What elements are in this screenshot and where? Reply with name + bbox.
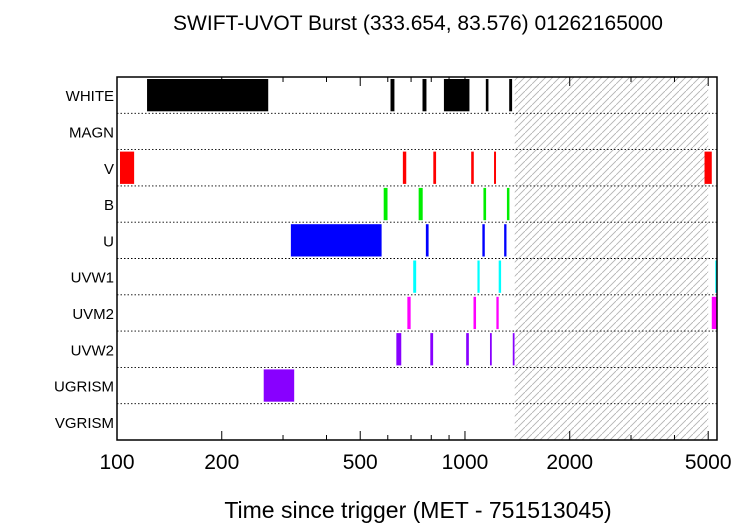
exposure-bar-b [418, 187, 423, 221]
x-tick-label: 1000 [442, 451, 489, 474]
filter-label-magn: MAGN [69, 124, 114, 141]
exposure-bar-v [704, 151, 712, 184]
chart-title: SWIFT-UVOT Burst (333.654, 83.576) 01262… [173, 12, 663, 35]
exposure-bar-white [390, 79, 395, 112]
x-tick-label: 500 [343, 451, 378, 474]
exposure-bar-white [422, 79, 427, 112]
exposure-bar-uvm2 [407, 296, 411, 330]
x-tick-label: 5000 [685, 451, 732, 474]
exposure-bar-white [443, 79, 470, 112]
exposure-bar-uvw2 [430, 333, 434, 366]
exposure-bar-uvm2 [473, 296, 477, 330]
exposure-bar-uvw1 [413, 260, 417, 293]
filter-label-vgrism: VGRISM [55, 415, 114, 432]
x-axis-label: Time since trigger (MET - 751513045) [224, 497, 611, 523]
x-tick-label: 200 [204, 451, 239, 474]
exposure-bar-uvw2 [512, 333, 515, 366]
exposure-bar-b [506, 187, 510, 221]
exposure-bar-ugrism [263, 369, 295, 402]
exposure-bar-v [494, 151, 497, 184]
exposure-bar-white [509, 79, 513, 112]
exposure-bar-u [425, 224, 429, 257]
exposure-bar-white [147, 79, 269, 112]
filter-label-ugrism: UGRISM [54, 379, 114, 396]
exposure-bar-uvw1 [715, 260, 717, 293]
exposure-bar-v [433, 151, 437, 184]
exposure-bar-v [471, 151, 474, 184]
exposure-bar-u [482, 224, 485, 257]
filter-label-uvm2: UVM2 [72, 306, 114, 323]
exposure-bar-uvw2 [489, 333, 492, 366]
exposure-bar-uvm2 [496, 296, 499, 330]
exposure-bar-uvm2 [711, 296, 717, 330]
exposure-bar-uvw1 [498, 260, 502, 293]
filter-label-white: WHITE [66, 88, 114, 105]
exposure-bar-uvw1 [477, 260, 480, 293]
exposure-bar-u [504, 224, 507, 257]
exposure-bar-v [402, 151, 407, 184]
filter-label-uvw2: UVW2 [71, 342, 114, 359]
plot-frame [116, 76, 718, 441]
exposure-bar-b [483, 187, 487, 221]
filter-label-u: U [103, 233, 114, 250]
filter-label-v: V [104, 161, 114, 178]
exposure-bar-v [119, 151, 135, 184]
exposure-bar-b [383, 187, 388, 221]
exposure-bar-white [485, 79, 489, 112]
filter-label-uvw1: UVW1 [71, 270, 114, 287]
exposure-bar-u [290, 224, 382, 257]
exposure-bar-uvw2 [396, 333, 402, 366]
filter-label-b: B [104, 197, 114, 214]
x-tick-label: 2000 [546, 451, 593, 474]
x-tick-label: 100 [99, 451, 134, 474]
exposure-bar-uvw2 [466, 333, 469, 366]
